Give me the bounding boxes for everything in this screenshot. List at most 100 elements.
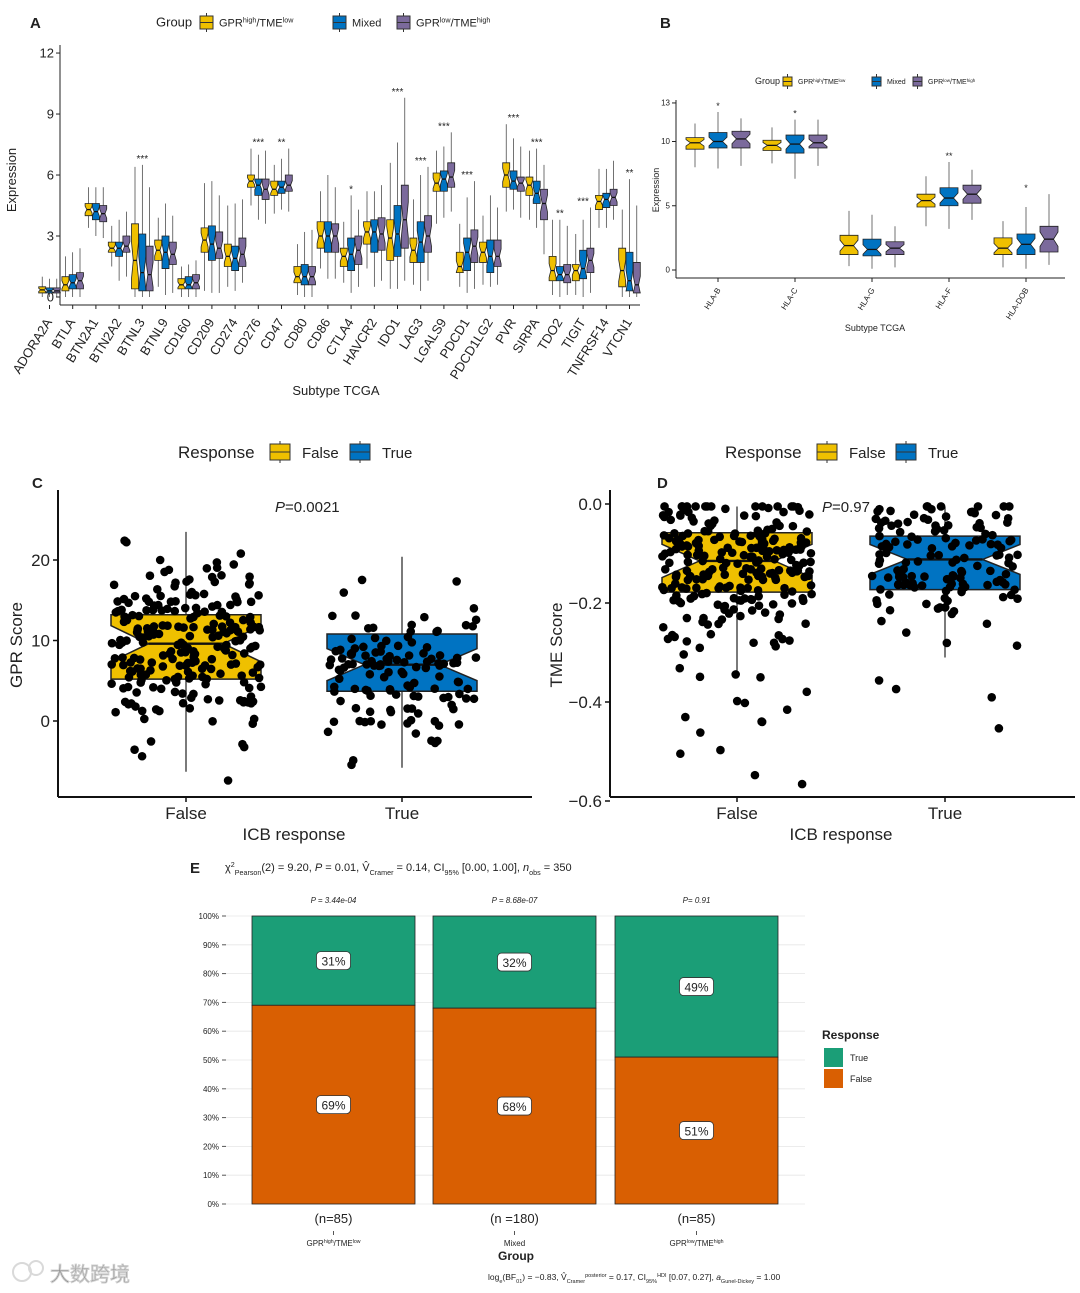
significance-label: * [716, 101, 720, 111]
x-tick-label: GPRlow/TMEhigh [669, 1239, 723, 1248]
data-point [901, 558, 911, 567]
data-point [913, 535, 922, 544]
data-point [666, 515, 676, 525]
data-point [335, 666, 345, 675]
data-point [717, 615, 727, 624]
box-cd274-low_high [238, 237, 247, 267]
watermark-icon [28, 1260, 44, 1276]
y-tick-label: 13 [661, 99, 670, 108]
x-axis-title: Group [498, 1249, 534, 1263]
data-point [1001, 569, 1011, 579]
data-point [771, 575, 781, 585]
box-tdo2-mixed [556, 266, 564, 282]
data-point [447, 700, 456, 710]
data-point [719, 602, 728, 611]
box-hla-b-mixed [708, 132, 728, 149]
data-point [724, 609, 734, 618]
data-point [178, 689, 187, 698]
data-point [386, 707, 396, 717]
data-point [779, 507, 788, 517]
data-point [399, 657, 409, 667]
data-point [199, 589, 209, 599]
data-point [137, 751, 147, 761]
data-point [183, 658, 193, 668]
data-point [683, 550, 692, 560]
data-point [158, 651, 168, 660]
text-segment: low [943, 78, 951, 83]
box-cd160-low_high [192, 274, 200, 290]
significance-label: *** [461, 170, 473, 181]
significance-label: *** [577, 197, 589, 208]
data-point [452, 653, 462, 663]
legend-label-false: False [850, 1074, 872, 1084]
data-point [874, 676, 884, 685]
box-havcr2-mixed [370, 219, 379, 253]
legend-swatch-false [824, 1069, 843, 1088]
text-segment: obs [529, 869, 541, 877]
data-point [406, 627, 416, 636]
data-point [435, 651, 445, 660]
data-point [385, 685, 395, 695]
bar-n-label: (n =180) [490, 1211, 539, 1226]
data-point [886, 506, 895, 516]
text-segment: low [687, 1239, 695, 1245]
data-point [917, 581, 927, 590]
bar-p-value: P= 0.91 [683, 896, 711, 905]
significance-label: *** [438, 121, 450, 132]
data-point [244, 698, 253, 707]
text-segment: Mixed [887, 79, 906, 86]
data-point [323, 727, 333, 737]
significance-label: *** [415, 156, 427, 167]
box-tdo2-low_high [563, 264, 572, 284]
chart-subtitle: χ2Pearson(2) = 9.20, P = 0.01, V̂Cramer … [225, 860, 572, 877]
legend-label-false: False [302, 445, 339, 462]
data-point [800, 572, 809, 582]
data-point [330, 687, 339, 696]
data-point [717, 548, 727, 557]
data-point [411, 729, 421, 738]
data-point [407, 620, 416, 630]
data-point [732, 696, 742, 706]
data-point [660, 502, 669, 511]
data-point [1006, 535, 1016, 545]
data-label-true: 32% [502, 956, 526, 970]
data-point [716, 745, 725, 755]
data-point [158, 662, 168, 671]
text-segment: low [440, 16, 452, 24]
data-point [368, 623, 378, 633]
data-point [176, 648, 186, 657]
data-point [697, 589, 707, 599]
data-point [186, 693, 196, 703]
legend-label-true: True [850, 1053, 868, 1063]
data-point [454, 720, 464, 729]
data-point [802, 687, 812, 697]
data-point [203, 625, 212, 634]
x-tick-label: True [928, 804, 962, 823]
data-point [750, 770, 760, 780]
box-ido1-mixed [393, 205, 402, 257]
watermark-icon [12, 1262, 32, 1282]
data-point [751, 511, 761, 521]
chart-caption: loge(BF01) = −0.83, V̂Cramerposterior = … [488, 1272, 781, 1285]
data-point [1013, 550, 1022, 560]
data-point [453, 677, 463, 687]
data-point [682, 502, 692, 511]
data-point [347, 634, 356, 644]
y-tick-label: 3 [47, 228, 54, 243]
data-point [360, 717, 370, 727]
y-tick-label: 9 [47, 106, 54, 121]
data-point [374, 661, 384, 671]
box-btn2a2-high_low [107, 241, 116, 253]
x-tick-label: ADORA2A [9, 315, 55, 376]
data-point [255, 660, 265, 670]
box-cd209-low_high [215, 231, 224, 259]
bar-n-label: (n=85) [678, 1211, 716, 1226]
legend-label-mixed: Mixed [352, 17, 381, 29]
data-point [170, 582, 179, 591]
data-point [795, 506, 804, 515]
data-point [708, 519, 717, 529]
text-segment: high [477, 16, 491, 24]
data-point [775, 610, 785, 619]
x-tick-label: GPRhigh/TMElow [306, 1239, 360, 1248]
data-point [807, 589, 816, 599]
